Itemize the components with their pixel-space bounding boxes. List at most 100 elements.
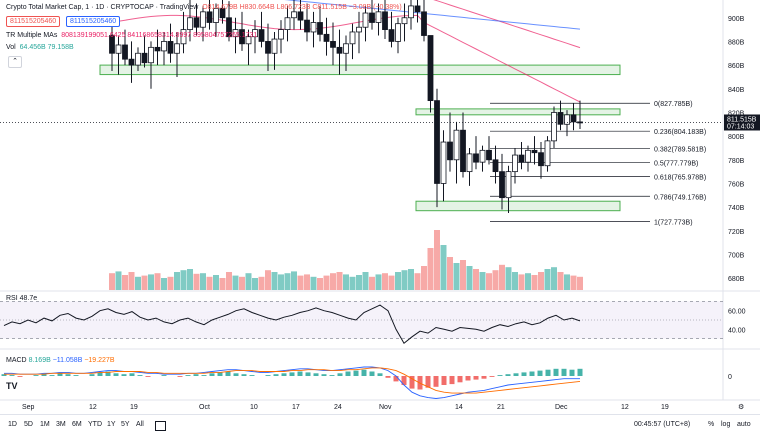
macd-bar — [9, 375, 15, 376]
support-zone — [99, 64, 621, 76]
volume-bar — [486, 273, 492, 290]
volume-bar — [414, 273, 421, 290]
tf-6m[interactable]: 6M — [72, 421, 82, 428]
volume-bar — [512, 272, 518, 290]
ma-line-long — [284, 0, 581, 30]
price-tick: 860B — [728, 63, 745, 70]
fib-label: 1(727.773B) — [654, 220, 693, 227]
candle-up — [453, 129, 460, 161]
candle-down — [570, 114, 577, 123]
macd-bar — [329, 375, 335, 376]
volume-bar — [193, 273, 200, 290]
macd-bar — [33, 375, 39, 376]
candle-down — [531, 149, 538, 154]
auto-toggle[interactable]: auto — [737, 421, 751, 428]
tr-legend[interactable]: TR Multiple MAs 808139199051.6425 841168… — [6, 32, 258, 39]
volume-bar — [161, 278, 167, 290]
volume-bar — [148, 274, 154, 290]
volume-bar — [304, 274, 310, 290]
time-tick: 10 — [250, 404, 258, 411]
price-tick: 700B — [728, 252, 745, 259]
volume-bar — [518, 274, 525, 290]
candle-up — [564, 114, 570, 125]
chevron-up-icon[interactable]: ⌃ — [8, 56, 22, 68]
candle-down — [486, 149, 492, 161]
calendar-range-icon[interactable] — [155, 421, 166, 431]
macd-bar — [361, 369, 367, 376]
candle-down — [369, 12, 375, 23]
macd-bar — [449, 376, 455, 385]
tf-all[interactable]: All — [136, 421, 144, 428]
tf-1m[interactable]: 1M — [40, 421, 50, 428]
tf-ytd[interactable]: YTD — [88, 421, 102, 428]
macd-bar — [65, 374, 71, 376]
settings-icon: ⚙ — [738, 403, 744, 411]
volume-bar — [531, 275, 538, 290]
macd-bar — [353, 370, 359, 376]
candle-down — [304, 19, 310, 33]
volume-bar — [525, 273, 531, 290]
candle-down — [336, 46, 343, 54]
candle-down — [193, 17, 200, 28]
macd-bar — [273, 374, 279, 376]
volume-bar — [544, 269, 551, 290]
rsi-legend[interactable]: RSI 48.7e — [6, 295, 38, 302]
volume-bar — [278, 274, 284, 290]
fib-label: 0.382(789.581B) — [654, 146, 706, 153]
macd-bar — [553, 368, 559, 376]
macd-bar — [537, 370, 543, 376]
candle-up — [349, 31, 356, 45]
time-tick: 19 — [661, 404, 669, 411]
tf-3m[interactable]: 3M — [56, 421, 66, 428]
macd-bar — [465, 376, 471, 381]
tf-1y[interactable]: 1Y — [107, 421, 116, 428]
chart-title: Crypto Total Market Cap, 1 · 1D · CRYPTO… — [6, 4, 402, 11]
macd-legend[interactable]: MACD 8.169B −11.058B −19.227B — [6, 357, 115, 364]
candle-up — [180, 29, 187, 45]
candle-down — [226, 17, 232, 38]
candle-down — [427, 35, 434, 102]
volume-bar — [375, 274, 382, 290]
price-pill-sell[interactable]: 811515205460 — [6, 16, 61, 27]
macd-bar — [345, 371, 351, 376]
tf-5y[interactable]: 5Y — [121, 421, 130, 428]
macd-bar — [313, 373, 319, 376]
candle-down — [382, 11, 388, 30]
time-tick: 19 — [130, 404, 138, 411]
price-pill-buy[interactable]: 811515205460 — [66, 16, 121, 27]
volume-bar — [440, 245, 447, 290]
macd-bar — [401, 376, 407, 385]
tf-5d[interactable]: 5D — [24, 421, 33, 428]
volume-bar — [200, 273, 206, 290]
tf-1d[interactable]: 1D — [8, 421, 17, 428]
vol-legend[interactable]: Vol 64.456B 79.158B — [6, 44, 74, 51]
macd-bar — [505, 374, 511, 376]
percent-toggle[interactable]: % — [708, 421, 715, 428]
candle-down — [538, 152, 544, 167]
time-tick: 24 — [334, 404, 342, 411]
candle-up — [284, 17, 291, 30]
price-tick: 900B — [728, 16, 745, 23]
support-zone — [415, 108, 621, 116]
candle-up — [174, 43, 180, 54]
macd-bar — [425, 376, 431, 388]
volume-bar — [401, 270, 408, 290]
candle-down — [206, 11, 213, 23]
macd-bar — [481, 376, 487, 379]
volume-bar — [174, 272, 180, 290]
candle-down — [167, 41, 174, 54]
candle-down — [388, 29, 395, 42]
time-tick: Dec — [555, 404, 568, 411]
candle-down — [109, 35, 115, 54]
log-toggle[interactable]: log — [721, 421, 731, 428]
macd-bar — [393, 376, 399, 382]
volume-bar — [187, 269, 193, 290]
candle-up — [362, 12, 369, 28]
clock[interactable]: 00:45:57 (UTC+8) — [634, 421, 691, 428]
volume-bar — [557, 272, 564, 290]
candle-down — [447, 141, 453, 161]
volume-bar — [180, 270, 187, 290]
candle-down — [297, 11, 304, 21]
volume-bar — [349, 276, 356, 290]
